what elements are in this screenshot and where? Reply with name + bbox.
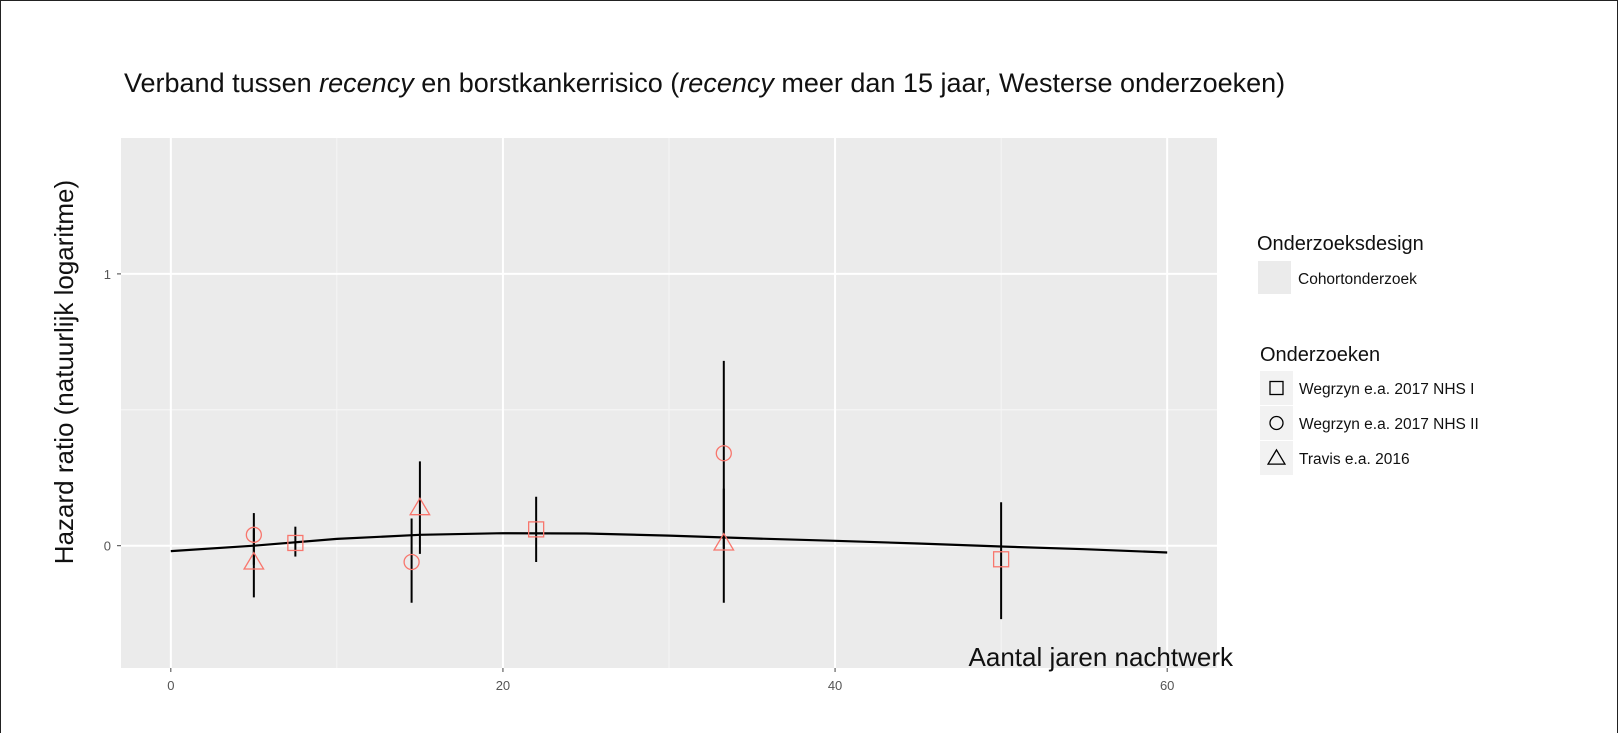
data-point-circle [715, 445, 732, 462]
legend-circle-icon [1269, 415, 1284, 431]
data-point-square [528, 521, 545, 538]
data-point-square [287, 534, 304, 552]
legend-study-label: Travis e.a. 2016 [1299, 451, 1410, 468]
legend-study-key-bg [1260, 441, 1293, 475]
data-point-circle [245, 526, 262, 543]
legend-design-title: Onderzoeksdesign [1257, 233, 1424, 255]
x-tick-label: 40 [828, 678, 842, 693]
title-part-4: meer dan 15 jaar, Westerse onderzoeken) [774, 68, 1285, 98]
x-axis-label: Aantal jaren nachtwerk [969, 642, 1234, 672]
legend-study-label: Wegrzyn e.a. 2017 NHS II [1299, 416, 1479, 433]
data-point-triangle [242, 551, 265, 570]
x-tick-label: 20 [496, 678, 510, 693]
error-bars [252, 360, 1003, 620]
legend-triangle-icon [1266, 448, 1287, 465]
data-points [242, 445, 1010, 571]
y-axis-label: Hazard ratio (natuurlijk logaritme) [49, 180, 79, 564]
data-point-circle [403, 553, 420, 571]
legend-square-icon [1269, 380, 1284, 396]
x-tick-label: 60 [1160, 678, 1174, 693]
axis-ticks: 0 20 40 60 0 1 [104, 267, 1175, 693]
grid-minor [121, 138, 1217, 668]
data-point-triangle [712, 532, 735, 551]
legend: Onderzoeksdesign Cohortonderzoek Onderzoek… [1257, 233, 1479, 475]
y-tick-label: 0 [104, 539, 111, 554]
title-part-0: Verband tussen [124, 68, 319, 98]
chart-title: Verband tussen recency en borstkankerris… [124, 68, 1285, 98]
legend-study-label: Wegrzyn e.a. 2017 NHS I [1299, 381, 1474, 398]
y-tick-label: 1 [104, 267, 111, 282]
legend-study-key-bg [1260, 371, 1293, 405]
grid-major [121, 138, 1217, 668]
data-point-square [992, 551, 1010, 568]
legend-studies-title: Onderzoeken [1260, 344, 1380, 366]
title-part-2: en borstkankerrisico ( [414, 68, 680, 98]
legend-design-key [1258, 261, 1291, 294]
title-part-3: recency [679, 68, 775, 98]
x-tick-label: 0 [167, 678, 174, 693]
legend-design-label: Cohortonderzoek [1298, 271, 1417, 288]
legend-study-key-bg [1260, 406, 1293, 440]
data-point-triangle [409, 496, 431, 516]
title-part-1: recency [319, 68, 415, 98]
